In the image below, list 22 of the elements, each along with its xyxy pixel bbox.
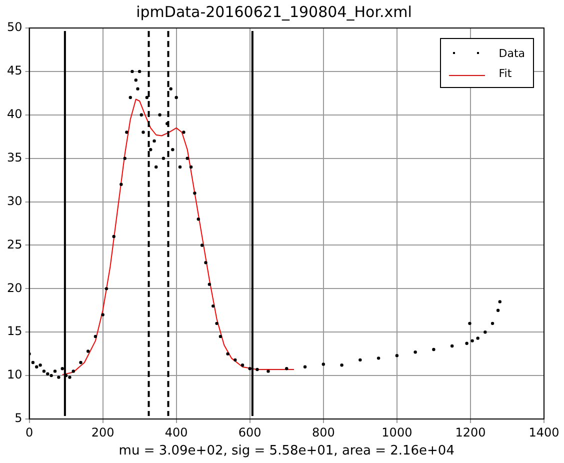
legend-label: Data xyxy=(498,46,525,60)
y-tick-label: 30 xyxy=(6,194,22,208)
y-tick-label: 35 xyxy=(6,150,22,164)
x-axis-title: mu = 3.09e+02, sig = 5.58e+01, area = 2.16e+04 xyxy=(118,444,454,459)
x-tick-label: 1000 xyxy=(382,425,412,440)
y-tick-label: 10 xyxy=(6,368,22,382)
y-tick-label: 40 xyxy=(6,107,22,122)
y-tick-label: 25 xyxy=(6,237,22,252)
x-tick-label: 0 xyxy=(25,425,34,440)
y-tick-label: 45 xyxy=(6,64,22,78)
x-tick-label: 1200 xyxy=(455,425,486,440)
x-tick-label: 800 xyxy=(312,425,335,440)
y-tick-label: 50 xyxy=(6,20,22,34)
y-tick-label: 15 xyxy=(6,324,22,338)
x-tick-label: 400 xyxy=(164,425,188,440)
legend-label: Fit xyxy=(498,66,512,80)
chart-title: ipmData-20160621_190804_Hor.xml xyxy=(136,2,412,21)
y-tick-label: 5 xyxy=(14,411,22,426)
x-tick-label: 200 xyxy=(91,425,114,440)
x-tick-label: 600 xyxy=(238,425,262,440)
y-tick-label: 20 xyxy=(6,280,22,295)
x-tick-label: 1400 xyxy=(528,425,560,440)
